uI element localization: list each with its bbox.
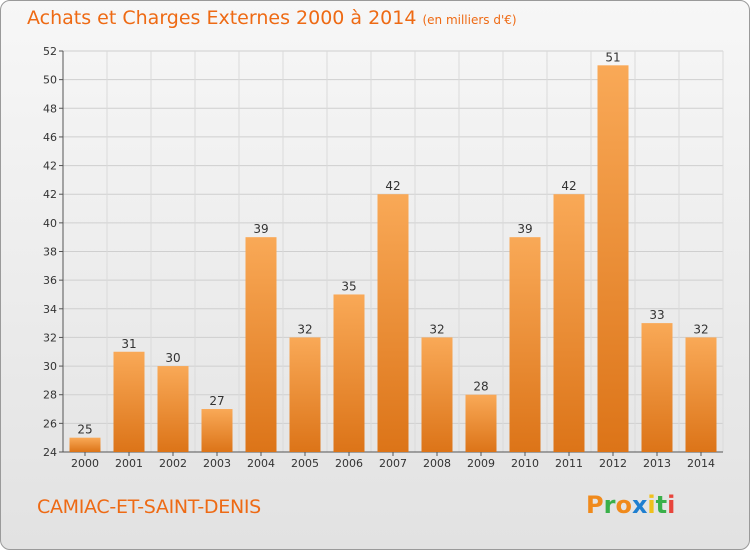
bar-2006 xyxy=(333,294,365,452)
data-label-2009: 28 xyxy=(473,380,488,394)
data-label-2002: 30 xyxy=(165,351,180,365)
data-label-2005: 32 xyxy=(297,322,312,336)
data-label-2013: 33 xyxy=(649,308,664,322)
bar-layer xyxy=(69,65,717,453)
x-tick-label-2001: 2001 xyxy=(115,457,143,470)
data-label-2006: 35 xyxy=(341,279,356,293)
y-tick-label: 32 xyxy=(43,331,57,344)
x-tick-label-2002: 2002 xyxy=(159,457,187,470)
logo-letter: r xyxy=(603,491,616,519)
proxiti-logo[interactable]: Proxiti xyxy=(586,491,675,519)
logo-letter: o xyxy=(615,491,632,519)
y-tick-label: 38 xyxy=(43,246,57,259)
bar-2001 xyxy=(113,351,145,452)
bar-2004 xyxy=(245,237,277,452)
x-tick-label-2014: 2014 xyxy=(687,457,715,470)
y-tick-label: 30 xyxy=(43,360,57,373)
logo-letter: i xyxy=(647,491,656,519)
data-label-2003: 27 xyxy=(209,394,224,408)
x-tick-label-2011: 2011 xyxy=(555,457,583,470)
logo-letter: t xyxy=(655,491,668,519)
data-label-2008: 32 xyxy=(429,322,444,336)
y-tick-label: 42 xyxy=(43,188,57,201)
data-label-2011: 42 xyxy=(561,179,576,193)
x-tick-label-2006: 2006 xyxy=(335,457,363,470)
bar-2009 xyxy=(465,394,497,452)
logo-letter: P xyxy=(586,491,604,519)
data-label-2000: 25 xyxy=(77,423,92,437)
data-label-2014: 32 xyxy=(693,322,708,336)
x-tick-label-2008: 2008 xyxy=(423,457,451,470)
y-tick-label: 26 xyxy=(43,417,57,430)
y-tick-label: 46 xyxy=(43,131,57,144)
bar-2000 xyxy=(69,437,101,452)
data-label-2007: 42 xyxy=(385,179,400,193)
bar-2002 xyxy=(157,366,189,452)
chart-title-text: Achats et Charges Externes 2000 à 2014 xyxy=(27,7,417,29)
bar-2010 xyxy=(509,237,541,452)
x-tick-label-2003: 2003 xyxy=(203,457,231,470)
bar-2005 xyxy=(289,337,321,452)
y-tick-label: 52 xyxy=(43,45,57,58)
chart-subtitle: (en milliers d'€) xyxy=(422,13,517,27)
data-label-2004: 39 xyxy=(253,222,268,236)
data-label-2012: 51 xyxy=(605,50,620,64)
logo-letter: x xyxy=(631,491,648,519)
x-tick-label-2012: 2012 xyxy=(599,457,627,470)
x-tick-label-2009: 2009 xyxy=(467,457,495,470)
x-tick-label-2000: 2000 xyxy=(71,457,99,470)
bar-2003 xyxy=(201,409,233,452)
x-tick-label-2010: 2010 xyxy=(511,457,539,470)
bar-2012 xyxy=(597,65,629,453)
x-tick-label-2005: 2005 xyxy=(291,457,319,470)
y-tick-label: 48 xyxy=(43,102,57,115)
y-tick-label: 28 xyxy=(43,389,57,402)
bar-2007 xyxy=(377,194,409,452)
y-tick-label: 34 xyxy=(43,303,57,316)
town-name: CAMIAC-ET-SAINT-DENIS xyxy=(37,496,261,518)
bar-2013 xyxy=(641,323,673,452)
y-tick-label: 42 xyxy=(43,160,57,173)
bar-2008 xyxy=(421,337,453,452)
data-label-2001: 31 xyxy=(121,337,136,351)
bar-2011 xyxy=(553,194,585,452)
y-tick-label: 50 xyxy=(43,74,57,87)
x-tick-label-2007: 2007 xyxy=(379,457,407,470)
y-tick-label: 40 xyxy=(43,217,57,230)
label-layer: 24 26 28 30 32 34 36 38 40 42 42 46 48 50 52 25 2000 31 20… xyxy=(43,45,715,470)
bar-2014 xyxy=(685,337,717,452)
logo-letter: i xyxy=(667,491,676,519)
data-label-2010: 39 xyxy=(517,222,532,236)
x-tick-label-2013: 2013 xyxy=(643,457,671,470)
y-tick-label: 24 xyxy=(43,446,57,459)
y-tick-label: 36 xyxy=(43,274,57,287)
chart-title: Achats et Charges Externes 2000 à 2014 (e… xyxy=(27,7,517,29)
x-tick-label-2004: 2004 xyxy=(247,457,275,470)
